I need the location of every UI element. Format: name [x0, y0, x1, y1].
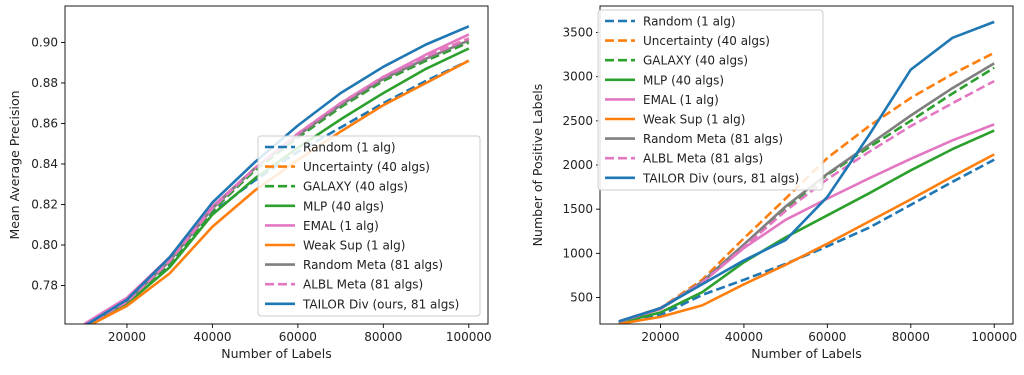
right-chart-y-tick-label: 500 — [570, 291, 593, 305]
left-chart-x-tick-label: 100000 — [446, 330, 492, 344]
right-chart-series — [618, 20, 995, 324]
right-chart-legend-label: Weak Sup (1 alg) — [643, 113, 745, 127]
left-chart-y-axis-label: Mean Average Precision — [7, 90, 22, 239]
left-chart-axes-frame — [64, 5, 489, 325]
left-chart-legend-box — [257, 135, 481, 317]
right-chart-y-tick-label: 1500 — [562, 202, 593, 216]
left-chart-y-tick-label: 0.84 — [31, 157, 58, 171]
right-chart-x-axis-label: Number of Labels — [751, 346, 861, 361]
right-chart-ticks: 20000 40000 60000 80000 100000 500 1000 1500 200… — [562, 26, 1017, 345]
right-chart-y-tick-label: 3000 — [562, 70, 593, 84]
left-chart-x-axis-label: Number of Labels — [221, 346, 331, 361]
left-chart-x-tick-label: 60000 — [279, 330, 317, 344]
right-chart-legend: Random (1 alg) Uncertainty (40 algs) GALAX… — [597, 9, 824, 191]
left-chart-y-tick-label: 0.78 — [31, 279, 58, 293]
left-chart-x-tick-label: 80000 — [364, 330, 402, 344]
right-chart-series-weak-sup-1-alg — [618, 153, 995, 324]
left-chart-y-tick-label: 0.86 — [31, 116, 58, 130]
right-chart-legend-label: Random (1 alg) — [643, 15, 736, 29]
right-chart-x-tick-label: 100000 — [971, 330, 1017, 344]
right-chart-y-tick-label: 3500 — [562, 26, 593, 40]
right-chart-x-tick-label: 40000 — [725, 330, 763, 344]
right-chart-legend-label: Uncertainty (40 algs) — [643, 34, 770, 48]
left-chart-legend-label: MLP (40 algs) — [303, 199, 384, 213]
right-chart-legend-label: EMAL (1 alg) — [643, 93, 719, 107]
left-chart-x-tick-label: 20000 — [108, 330, 146, 344]
right-chart-legend-label: ALBL Meta (81 algs) — [643, 152, 763, 166]
right-chart-legend-label: TAILOR Div (ours, 81 algs) — [642, 171, 799, 185]
left-chart-x-tick-label: 40000 — [193, 330, 231, 344]
right-chart: 20000 40000 60000 80000 100000 500 1000 1500 200… — [530, 5, 1017, 361]
left-chart-legend-label: GALAXY (40 algs) — [303, 180, 408, 194]
left-chart-legend-label: EMAL (1 alg) — [303, 219, 379, 233]
left-chart-ticks: 20000 40000 60000 80000 100000 0.78 0.80 0.82 0.… — [31, 35, 491, 344]
right-chart-y-axis-label: Number of Positive Labels — [530, 84, 545, 247]
left-chart: 20000 40000 60000 80000 100000 0.78 0.80 0.82 0.… — [7, 5, 492, 361]
left-chart-y-tick-label: 0.88 — [31, 76, 58, 90]
right-chart-y-tick-label: 2000 — [562, 158, 593, 172]
right-chart-x-tick-label: 60000 — [808, 330, 846, 344]
right-chart-y-tick-label: 2500 — [562, 114, 593, 128]
left-chart-y-tick-label: 0.90 — [31, 35, 58, 49]
right-chart-legend-label: GALAXY (40 algs) — [643, 54, 748, 68]
left-chart-y-tick-label: 0.82 — [31, 197, 58, 211]
right-chart-series-mlp-40-algs — [618, 129, 995, 324]
left-chart-legend-label: Random Meta (81 algs) — [303, 258, 443, 272]
right-chart-y-tick-label: 1000 — [562, 246, 593, 260]
right-chart-series-tailor-div-ours-81-algs — [618, 20, 995, 323]
left-chart-legend: Random (1 alg) Uncertainty (40 algs) GALAX… — [257, 135, 481, 317]
left-chart-legend-label: ALBL Meta (81 algs) — [303, 278, 423, 292]
right-chart-legend-label: Random Meta (81 algs) — [643, 132, 783, 146]
left-chart-legend-label: Random (1 alg) — [303, 141, 396, 155]
left-chart-y-tick-label: 0.80 — [31, 238, 58, 252]
left-chart-legend-label: Uncertainty (40 algs) — [303, 160, 430, 174]
left-chart-legend-label: Weak Sup (1 alg) — [303, 239, 405, 253]
right-chart-legend-label: MLP (40 algs) — [643, 73, 724, 87]
right-chart-x-tick-label: 20000 — [641, 330, 679, 344]
right-chart-legend-box — [597, 9, 824, 191]
right-chart-x-tick-label: 80000 — [892, 330, 930, 344]
left-chart-legend-label: TAILOR Div (ours, 81 algs) — [302, 297, 459, 311]
